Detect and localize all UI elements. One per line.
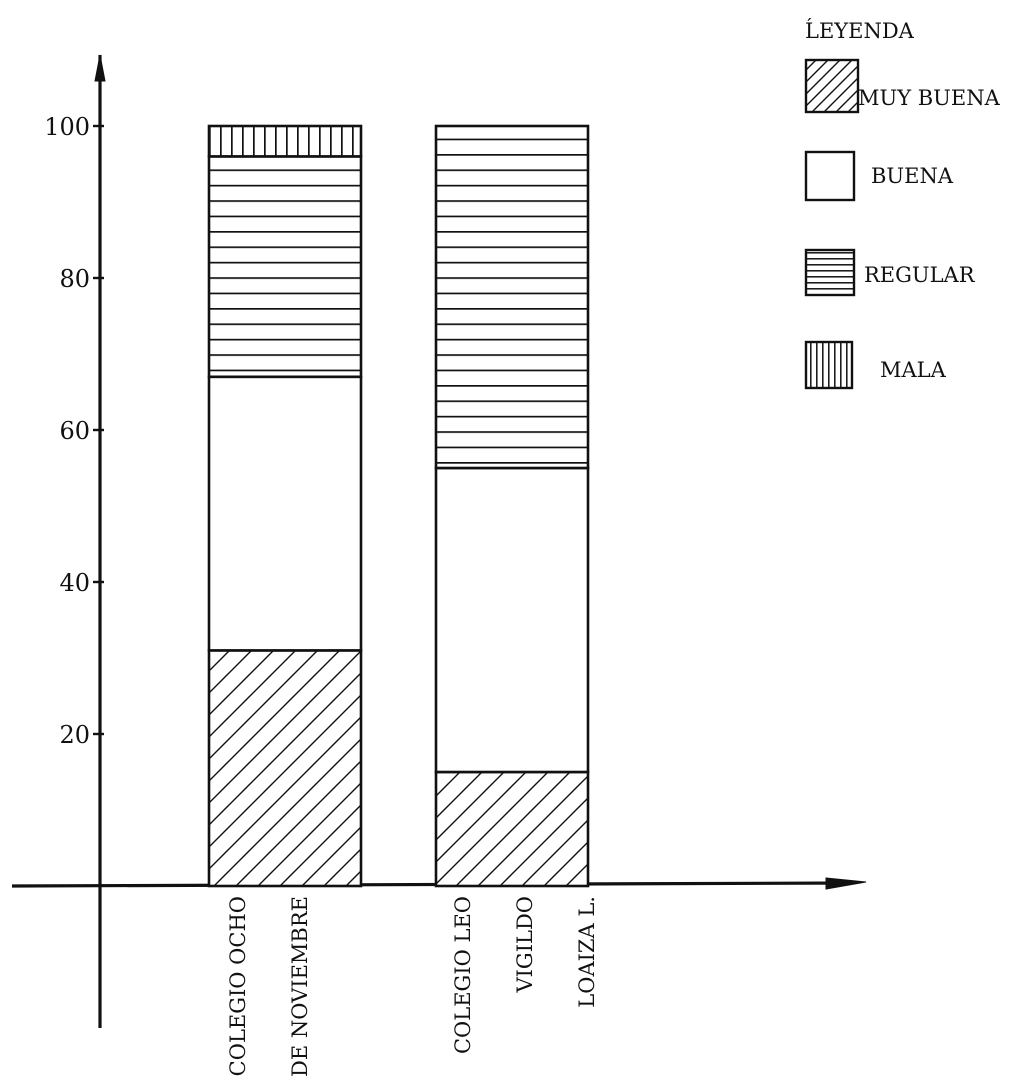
legend-swatch-muy-buena: [804, 58, 860, 114]
bar-segment-colegio-ocho-0-muy-buena: [207, 649, 363, 888]
y-tick-label-20: 20: [59, 721, 90, 749]
x-axis-line: [11, 881, 853, 888]
y-tick-labels: 20 40 60 80 100: [44, 113, 90, 749]
legend: ĹEYENDA MUY BUENA BUENA REGULAR MALA: [804, 19, 1001, 390]
legend-label-buena: BUENA: [871, 164, 954, 188]
bar-segment-colegio-leo-1-muy-buena: [434, 770, 590, 888]
y-tick-label-60: 60: [59, 417, 90, 445]
y-axis-arrowhead: [94, 54, 106, 82]
x-axis-arrowhead: [825, 877, 867, 890]
bar-segment-colegio-ocho-0-buena: [207, 375, 363, 652]
y-tick-label-80: 80: [59, 265, 90, 293]
legend-title: ĹEYENDA: [805, 19, 915, 43]
bars: [207, 124, 590, 888]
legend-swatch-buena: [804, 150, 856, 202]
legend-swatch-mala: [804, 340, 854, 390]
legend-label-muy-buena: MUY BUENA: [858, 86, 1001, 110]
category-label-1-line-1: VIGILDO: [513, 896, 537, 994]
category-label-0-line-0: COLEGIO OCHO: [226, 896, 250, 1076]
legend-label-mala: MALA: [880, 358, 947, 382]
bar-segment-colegio-ocho-0-mala: [207, 124, 363, 158]
axes: [11, 54, 867, 1028]
category-label-1-line-0: COLEGIO LEO: [451, 896, 475, 1054]
legend-label-regular: REGULAR: [864, 263, 976, 287]
legend-swatch-regular: [804, 248, 856, 297]
category-label-0-line-1: DE NOVIEMBRE: [288, 896, 312, 1077]
bar-segment-colegio-ocho-0-regular: [207, 155, 363, 379]
bar-segment-colegio-leo-1-regular: [434, 124, 590, 470]
category-labels: COLEGIO OCHO DE NOVIEMBRE COLEGIO LEO VIGIL…: [226, 896, 599, 1077]
bar-segment-colegio-leo-1-buena: [434, 466, 590, 774]
y-tick-label-100: 100: [44, 113, 90, 141]
y-tick-label-40: 40: [59, 569, 90, 597]
category-label-1-line-2: LOAIZA L.: [575, 896, 599, 1008]
